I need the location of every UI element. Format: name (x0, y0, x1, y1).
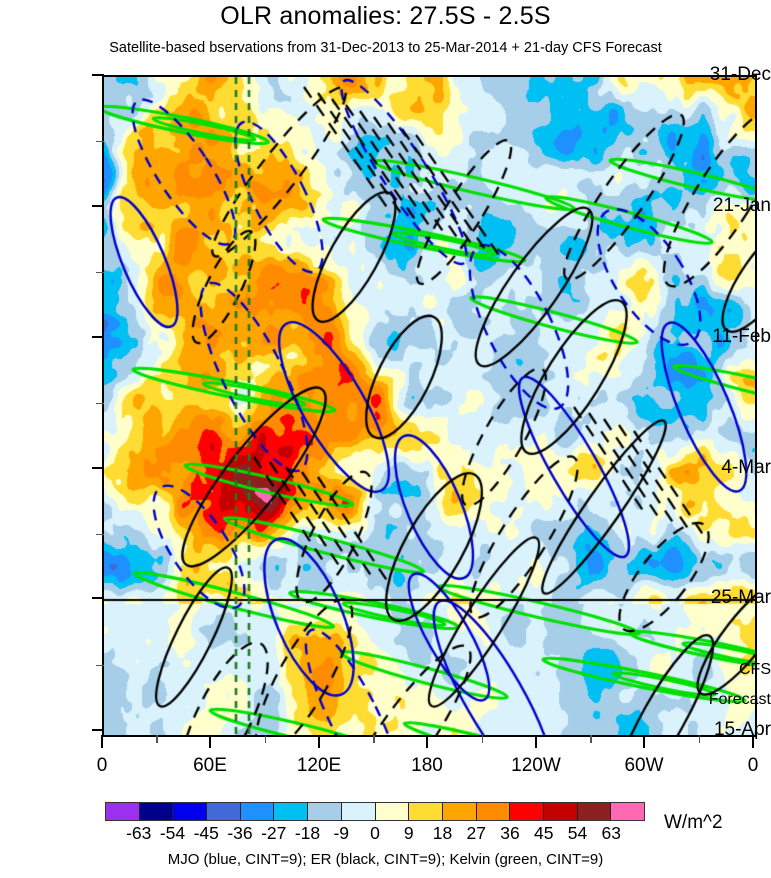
colorbar-tick-63: 63 (601, 823, 621, 843)
colorbar-tick-45: 45 (534, 823, 554, 843)
colorbar-tick-54: 54 (567, 823, 588, 843)
y-tick-major (92, 205, 104, 207)
colorbar-tick-36: 36 (500, 823, 520, 843)
cfs-forecast-line1: CFS (739, 661, 771, 678)
colorbar-swatch-5 (274, 803, 309, 820)
overlay-legend-caption: MJO (blue, CINT=9); ER (black, CINT=9); … (167, 851, 604, 868)
x-tick-major (318, 735, 320, 748)
x-tick-minor (590, 735, 592, 743)
x-tick-major (752, 735, 754, 748)
x-tick-major (643, 735, 645, 748)
colorbar-tick-27: 27 (466, 823, 486, 843)
x-tick-label-0: 0 (747, 755, 759, 776)
x-tick-major (535, 735, 537, 748)
colorbar-tick-18: 18 (432, 823, 453, 843)
page-title: OLR anomalies: 27.5S - 2.5S (220, 2, 551, 30)
chart-subtitle: Satellite-based bservations from 31-Dec-… (109, 40, 662, 56)
x-tick-label-120E: 120E (296, 755, 342, 776)
x-tick-minor (373, 735, 375, 743)
colorbar-swatch-10 (442, 803, 477, 820)
cfs-forecast-line2: Forecast (708, 691, 771, 708)
colorbar-swatch-11 (476, 803, 511, 820)
colorbar-swatch-13 (543, 803, 578, 820)
y-tick-label-25-Mar: 25-Mar (710, 587, 771, 608)
x-tick-minor (156, 735, 158, 743)
colorbar-swatch-15 (611, 803, 644, 820)
olr-anomaly-field (104, 77, 755, 735)
colorbar-swatch-3 (207, 803, 241, 820)
y-tick-minor (96, 402, 104, 405)
y-tick-minor (96, 664, 104, 667)
colorbar-tick-9: 9 (403, 823, 414, 843)
colorbar-units-label: W/m^2 (664, 812, 723, 833)
y-tick-major (92, 74, 104, 76)
colorbar-swatch-7 (341, 803, 376, 820)
colorbar-swatch-1 (139, 803, 174, 820)
y-tick-label-21-Jan: 21-Jan (712, 195, 771, 216)
colorbar-tick--54: -54 (159, 823, 186, 843)
hovmoller-plot[interactable] (102, 75, 757, 737)
x-tick-label-180: 180 (411, 755, 443, 776)
colorbar-tick--27: -27 (261, 823, 287, 843)
colorbar-tick--63: -63 (126, 823, 152, 843)
colorbar-tick--18: -18 (294, 823, 321, 843)
colorbar-swatch-2 (173, 803, 208, 820)
colorbar-swatch-14 (577, 803, 612, 820)
x-tick-minor (698, 735, 701, 743)
y-tick-label-31-Dec: 31-Dec (709, 64, 771, 85)
x-tick-major (209, 735, 211, 748)
y-tick-minor (96, 271, 104, 274)
y-tick-minor (96, 140, 104, 143)
x-tick-major (101, 735, 103, 748)
y-tick-label-15-Apr: 15-Apr (713, 719, 771, 740)
colorbar-swatch-8 (375, 803, 410, 820)
colorbar-tick--36: -36 (227, 823, 253, 843)
y-tick-label-4-Mar: 4-Mar (721, 457, 771, 478)
x-tick-label-120W: 120W (511, 755, 561, 776)
x-tick-label-60E: 60E (193, 755, 227, 776)
y-tick-major (92, 729, 104, 731)
colorbar-swatch-12 (510, 803, 544, 820)
x-tick-label-0: 0 (96, 755, 108, 776)
y-tick-label-11-Feb: 11-Feb (712, 326, 771, 347)
x-tick-minor (264, 735, 267, 743)
colorbar-swatch-6 (308, 803, 342, 820)
y-tick-major (92, 336, 104, 338)
y-tick-major (92, 597, 104, 599)
colorbar-swatch-0 (106, 803, 140, 820)
y-tick-major (92, 467, 104, 469)
colorbar (105, 802, 645, 821)
colorbar-tick--45: -45 (193, 823, 219, 843)
x-tick-minor (481, 735, 484, 743)
colorbar-swatch-9 (409, 803, 443, 820)
y-tick-minor (96, 533, 104, 536)
colorbar-tick--9: -9 (333, 823, 350, 843)
x-tick-major (426, 735, 428, 748)
x-tick-label-60W: 60W (624, 755, 664, 776)
colorbar-tick-0: 0 (370, 823, 380, 843)
colorbar-swatch-4 (240, 803, 275, 820)
